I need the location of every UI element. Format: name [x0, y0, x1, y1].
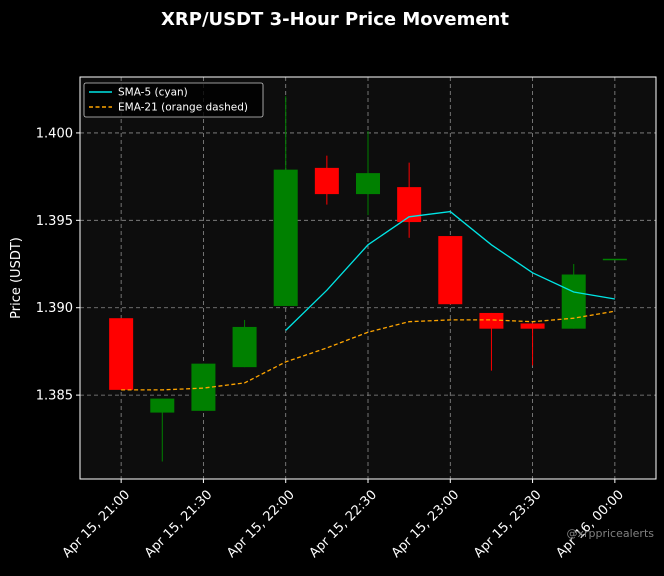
legend-box [83, 82, 264, 118]
sma-line [285, 210, 616, 331]
plot-area [79, 76, 657, 480]
candle-body [561, 274, 586, 329]
candle-body [273, 169, 298, 306]
candle-body [150, 398, 175, 413]
candle-body [314, 167, 339, 195]
candle-body [602, 258, 627, 261]
legend: SMA-5 (cyan) EMA-21 (orange dashed) [83, 82, 264, 118]
candle-body [109, 318, 134, 390]
y-tick-label: 1.395 [36, 214, 73, 229]
chart-title: XRP/USDT 3-Hour Price Movement [161, 9, 509, 30]
watermark: @xrppricealerts [566, 527, 654, 540]
candle-body [479, 312, 504, 329]
y-tick-label: 1.400 [36, 126, 73, 141]
candle-body [356, 173, 380, 195]
candles [109, 96, 627, 462]
candle-body [232, 326, 257, 368]
indicator-lines [121, 210, 616, 391]
legend-sma-label: SMA-5 (cyan) [118, 87, 188, 99]
y-tick-label: 1.390 [36, 301, 73, 316]
y-axis: 1.385 1.390 1.395 1.400 [36, 126, 80, 404]
legend-ema-label: EMA-21 (orange dashed) [118, 102, 248, 114]
candle-body [191, 363, 216, 411]
candle-body [520, 323, 545, 329]
y-tick-label: 1.385 [36, 389, 73, 404]
y-axis-label: Price (USDT) [9, 237, 24, 319]
candle-body [438, 236, 463, 305]
ema-line [121, 310, 616, 391]
